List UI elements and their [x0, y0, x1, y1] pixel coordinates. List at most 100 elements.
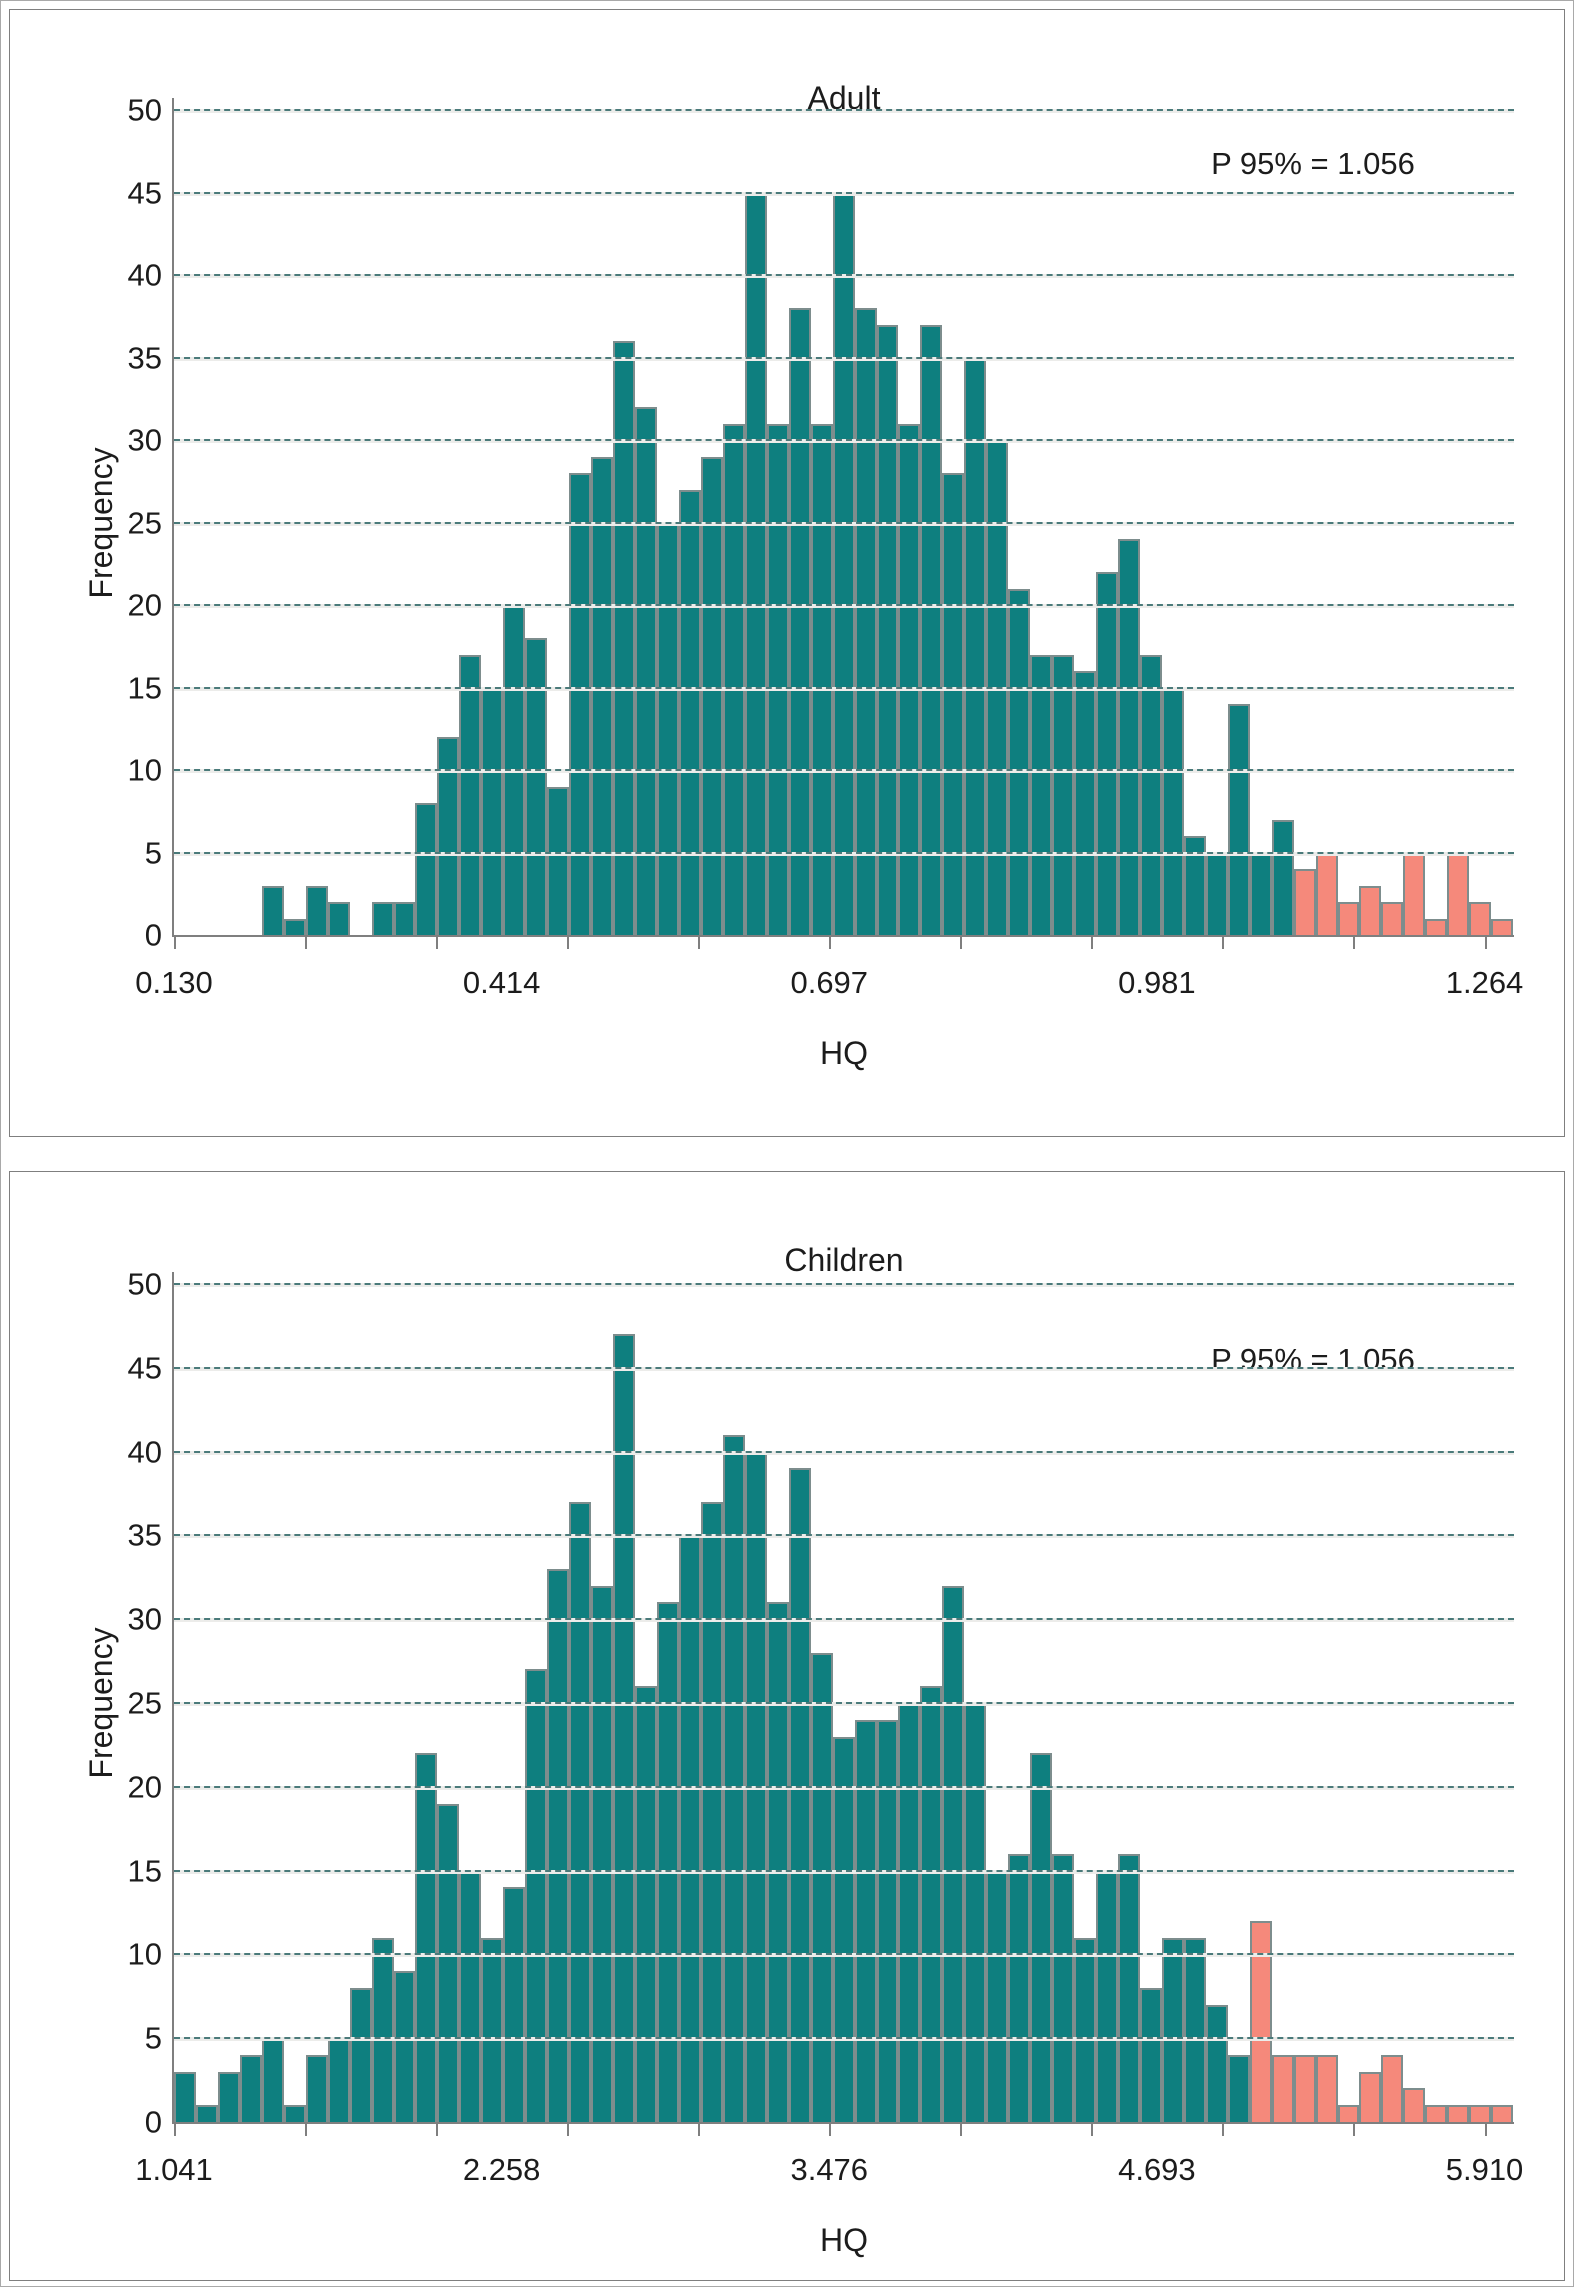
x-axis-tick: [305, 935, 308, 949]
gridline-y-35: [174, 1534, 1514, 1539]
histogram-bar: [591, 1585, 614, 2122]
histogram-bar: [810, 1652, 833, 2122]
x-tick-label-0.414: 0.414: [462, 965, 541, 1000]
x-tick-label-5.910: 5.910: [1445, 2152, 1524, 2187]
histogram-bar: [1139, 1987, 1162, 2122]
x-axis-tick: [567, 935, 570, 949]
histogram-bar: [1030, 654, 1053, 935]
histogram-bar-slot: [1074, 110, 1097, 935]
histogram-bar: [525, 1669, 548, 2122]
histogram-bar: [437, 1803, 460, 2122]
histogram-bar: [1425, 918, 1448, 935]
histogram-bar-slot: [1139, 1284, 1162, 2122]
histogram-bar: [283, 918, 306, 935]
gridline-y-40: [174, 1450, 1514, 1455]
y-tick-label-50: 50: [127, 92, 162, 128]
histogram-bar-slot: [1359, 110, 1382, 935]
histogram-bar: [1052, 654, 1075, 935]
histogram-bar-slot: [305, 1284, 328, 2122]
x-tick-label-0.130: 0.130: [135, 965, 213, 1000]
histogram-bar: [1469, 2105, 1492, 2122]
y-tick-label-10: 10: [127, 1936, 162, 1972]
histogram-bar-slot: [327, 110, 350, 935]
histogram-bar-slot: [1491, 1284, 1514, 2122]
histogram-bar: [1205, 852, 1228, 935]
histogram-bar: [964, 1703, 987, 2122]
histogram-bar: [1491, 2105, 1514, 2122]
histogram-bar-slot: [1425, 110, 1448, 935]
histogram-bar: [1403, 2088, 1426, 2122]
x-axis-tick: [1484, 935, 1487, 949]
histogram-bar-slot: [1008, 1284, 1031, 2122]
histogram-bar: [678, 1535, 701, 2122]
histogram-bar: [1381, 2054, 1404, 2122]
histogram-bar: [1469, 902, 1492, 935]
histogram-bar: [700, 456, 723, 935]
histogram-bar-slot: [195, 1284, 218, 2122]
histogram-bar-slot: [920, 1284, 943, 2122]
histogram-bar: [1359, 885, 1382, 935]
histogram-bar: [964, 357, 987, 935]
histogram-bar-slot: [854, 110, 877, 935]
histogram-bar-slot: [437, 110, 460, 935]
histogram-bar-slot: [722, 1284, 745, 2122]
histogram-bar-slot: [898, 110, 921, 935]
histogram-bar: [920, 1686, 943, 2122]
histogram-bar-slot: [613, 1284, 636, 2122]
histogram-bar: [1425, 2105, 1448, 2122]
histogram-bar: [591, 456, 614, 935]
gridline-y-15: [174, 1869, 1514, 1874]
histogram-bar-slot: [1205, 1284, 1228, 2122]
gridline-y-45: [174, 191, 1514, 196]
histogram-bar-slot: [503, 1284, 526, 2122]
gridline-y-25: [174, 1702, 1514, 1706]
histogram-bar: [283, 2105, 306, 2122]
x-axis-tick: [698, 2122, 701, 2136]
histogram-bar-slot: [1315, 1284, 1338, 2122]
histogram-bar-slot: [1052, 110, 1075, 935]
histogram-bar-slot: [569, 1284, 592, 2122]
x-axis-tick: [829, 935, 832, 949]
x-tick-label-4.693: 4.693: [1118, 2152, 1196, 2187]
histogram-bar: [415, 803, 438, 935]
histogram-bar: [1227, 2054, 1250, 2122]
histogram-bar-slot: [832, 1284, 855, 2122]
y-tick-label-35: 35: [127, 1517, 162, 1553]
y-tick-label-40: 40: [127, 257, 162, 293]
histogram-bar: [1315, 852, 1338, 935]
histogram-bar-slot: [1425, 1284, 1448, 2122]
histogram-bar: [832, 192, 855, 935]
histogram-bar-slot: [1381, 1284, 1404, 2122]
histogram-bar-slot: [1008, 110, 1031, 935]
histogram-bar: [942, 473, 965, 935]
histogram-bar-slot: [1469, 110, 1492, 935]
histogram-bar: [766, 423, 789, 935]
histogram-bar: [1074, 671, 1097, 935]
histogram-bar-slot: [656, 1284, 679, 2122]
y-tick-label-10: 10: [127, 752, 162, 788]
histogram-bar-slot: [1030, 110, 1053, 935]
x-tick-label-1.041: 1.041: [135, 2152, 213, 2187]
histogram-bar: [1447, 2105, 1470, 2122]
x-axis-tick: [436, 2122, 439, 2136]
histogram-bar: [1293, 2054, 1316, 2122]
gridline-y-25: [174, 521, 1514, 526]
histogram-bar: [1381, 902, 1404, 935]
histogram-bar: [261, 2038, 284, 2122]
histogram-bar-slot: [1491, 110, 1514, 935]
histogram-bar: [700, 1501, 723, 2122]
histogram-bar: [1249, 852, 1272, 935]
gridline-y-50: [174, 109, 1514, 113]
histogram-bar: [788, 1468, 811, 2122]
histogram-bar-slot: [1337, 110, 1360, 935]
histogram-bar: [459, 654, 482, 935]
histogram-bar-slot: [393, 1284, 416, 2122]
histogram-bar-slot: [1337, 1284, 1360, 2122]
histogram-bar: [569, 1501, 592, 2122]
y-tick-label-30: 30: [127, 422, 162, 458]
histogram-bar-slot: [1447, 1284, 1470, 2122]
histogram-bar-slot: [1183, 110, 1206, 935]
histogram-bar-slot: [525, 1284, 548, 2122]
histogram-bar-slot: [810, 110, 833, 935]
histogram-bar-slot: [1381, 110, 1404, 935]
